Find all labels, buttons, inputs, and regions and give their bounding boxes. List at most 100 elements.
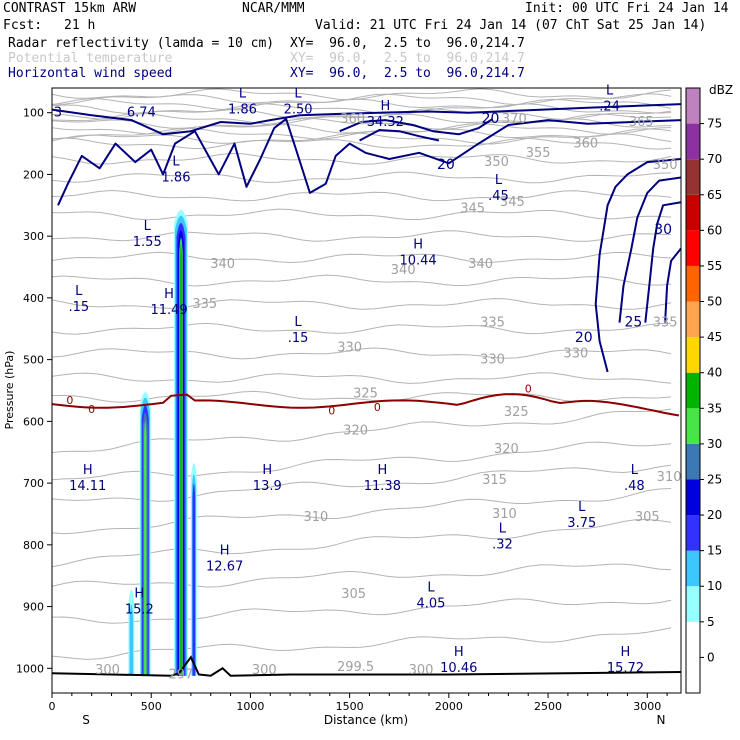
isentrope-line [52,230,672,242]
colorbar-swatch [686,123,700,160]
isentrope-label: 330 [480,353,505,368]
colorbar-label: 15 [707,544,722,558]
field-3-name: Horizontal wind speed [8,66,173,81]
wind-contour-label: 20 [575,330,593,346]
high-marker: H [413,238,423,253]
wind-speed-contour [57,117,681,206]
y-tick-label: 600 [23,415,44,428]
wind-speed-contour [359,129,440,142]
isentrope-line [52,98,672,110]
y-tick-label: 900 [23,601,44,614]
low-marker: L [631,463,639,478]
isentrope-line [52,189,672,202]
isentrope-label: 297 [169,667,194,682]
colorbar-label: 35 [707,401,722,415]
extremum-value: 15.2 [125,602,154,617]
colorbar-unit: dBZ [709,83,733,97]
y-tick-label: 100 [23,107,44,120]
x-tick-label: 0 [49,700,56,713]
isentrope-line [52,464,672,502]
colorbar-swatch [686,301,700,338]
isentrope-label: 360 [340,112,365,127]
x-tick-label: 3000 [633,700,661,713]
y-tick-label: 400 [23,292,44,305]
colorbar-label: 5 [707,615,715,629]
colorbar-label: 50 [707,295,722,309]
isentrope-label: 340 [391,263,416,278]
wind-contour-label: 30 [654,222,672,238]
wind-speed-contour [664,247,681,323]
isentrope-line [52,93,672,106]
colorbar-swatch [686,194,700,231]
freezing-level-label: 0 [525,383,532,396]
isentrope-label: 310 [303,510,328,525]
extremum-value: 3 [54,106,62,121]
isentrope-line [52,322,672,335]
isentrope-label: 335 [480,316,505,331]
extremum-value: .32 [492,538,513,553]
field-2-xy: XY= 96.0, 2.5 to 96.0,214.7 [290,51,525,66]
low-marker: L [239,86,247,101]
extremum-value: 4.05 [417,596,446,611]
y-tick-label: 300 [23,230,44,243]
y-tick-label: 200 [23,168,44,181]
fcst-label: Fcst: [3,18,43,33]
colorbar-swatch [686,657,700,693]
isentrope-label: 325 [504,405,529,420]
isentrope-label: 340 [468,257,493,272]
colorbar-label: 70 [707,152,722,166]
isentrope-label: 330 [563,346,588,361]
low-marker: L [495,173,503,188]
extremum-value: 11.38 [364,479,401,494]
extremum-value: 1.86 [228,102,257,117]
isentrope-line [52,598,672,624]
y-tick-label: 800 [23,539,44,552]
low-marker: L [606,83,614,98]
freezing-level-label: 0 [328,404,335,417]
extremum-value: .24 [599,99,620,114]
field-3-xy: XY= 96.0, 2.5 to 96.0,214.7 [290,66,525,81]
extremum-value: 15.72 [607,661,644,676]
isentrope-label: 350 [484,155,509,170]
colorbar-swatch [686,88,700,124]
isentrope-label: 305 [635,510,660,525]
colorbar-label: 45 [707,330,722,344]
field-2-name: Potential temperature [8,51,173,66]
isentrope-label: 360 [573,137,598,152]
isentrope-label: 350 [653,158,678,173]
isentrope-line [52,117,672,130]
model-title: CONTRAST 15km ARW [3,1,137,16]
isentrope-line [52,132,672,145]
reflectivity-cell [144,421,147,676]
isentrope-label: 310 [657,470,682,485]
high-marker: H [621,645,631,660]
isentrope-label: 330 [337,340,362,355]
isentrope-line [52,372,672,384]
high-marker: H [83,463,93,478]
colorbar-swatch [686,337,700,373]
isentrope-label: 345 [460,201,485,216]
wind-speed-contour [644,201,681,323]
isentrope-line [52,171,672,184]
low-marker: L [172,154,180,169]
field-1-xy: XY= 96.0, 2.5 to 96.0,214.7 [290,36,525,51]
isentrope-line [52,208,672,221]
init-time: Init: 00 UTC Fri 24 Jan 14 [525,1,729,16]
high-marker: H [377,463,387,478]
extremum-value: 11.49 [150,303,187,318]
isentrope-line [52,627,672,660]
colorbar-label: 25 [707,472,722,486]
high-marker: H [262,463,272,478]
wind-speed-contour [339,118,494,136]
isentrope-line [52,127,672,140]
isentrope-label: 320 [343,424,368,439]
colorbar-label: 60 [707,223,722,237]
isentrope-line [52,563,672,588]
isentrope-label: 300 [95,663,120,678]
colorbar-label: 40 [707,366,722,380]
isentrope-line [52,251,672,264]
extremum-value: 10.44 [399,254,436,269]
reflectivity-cell [192,483,196,676]
x-end-label-north: N [657,713,666,727]
freezing-level-label: 0 [374,401,381,414]
